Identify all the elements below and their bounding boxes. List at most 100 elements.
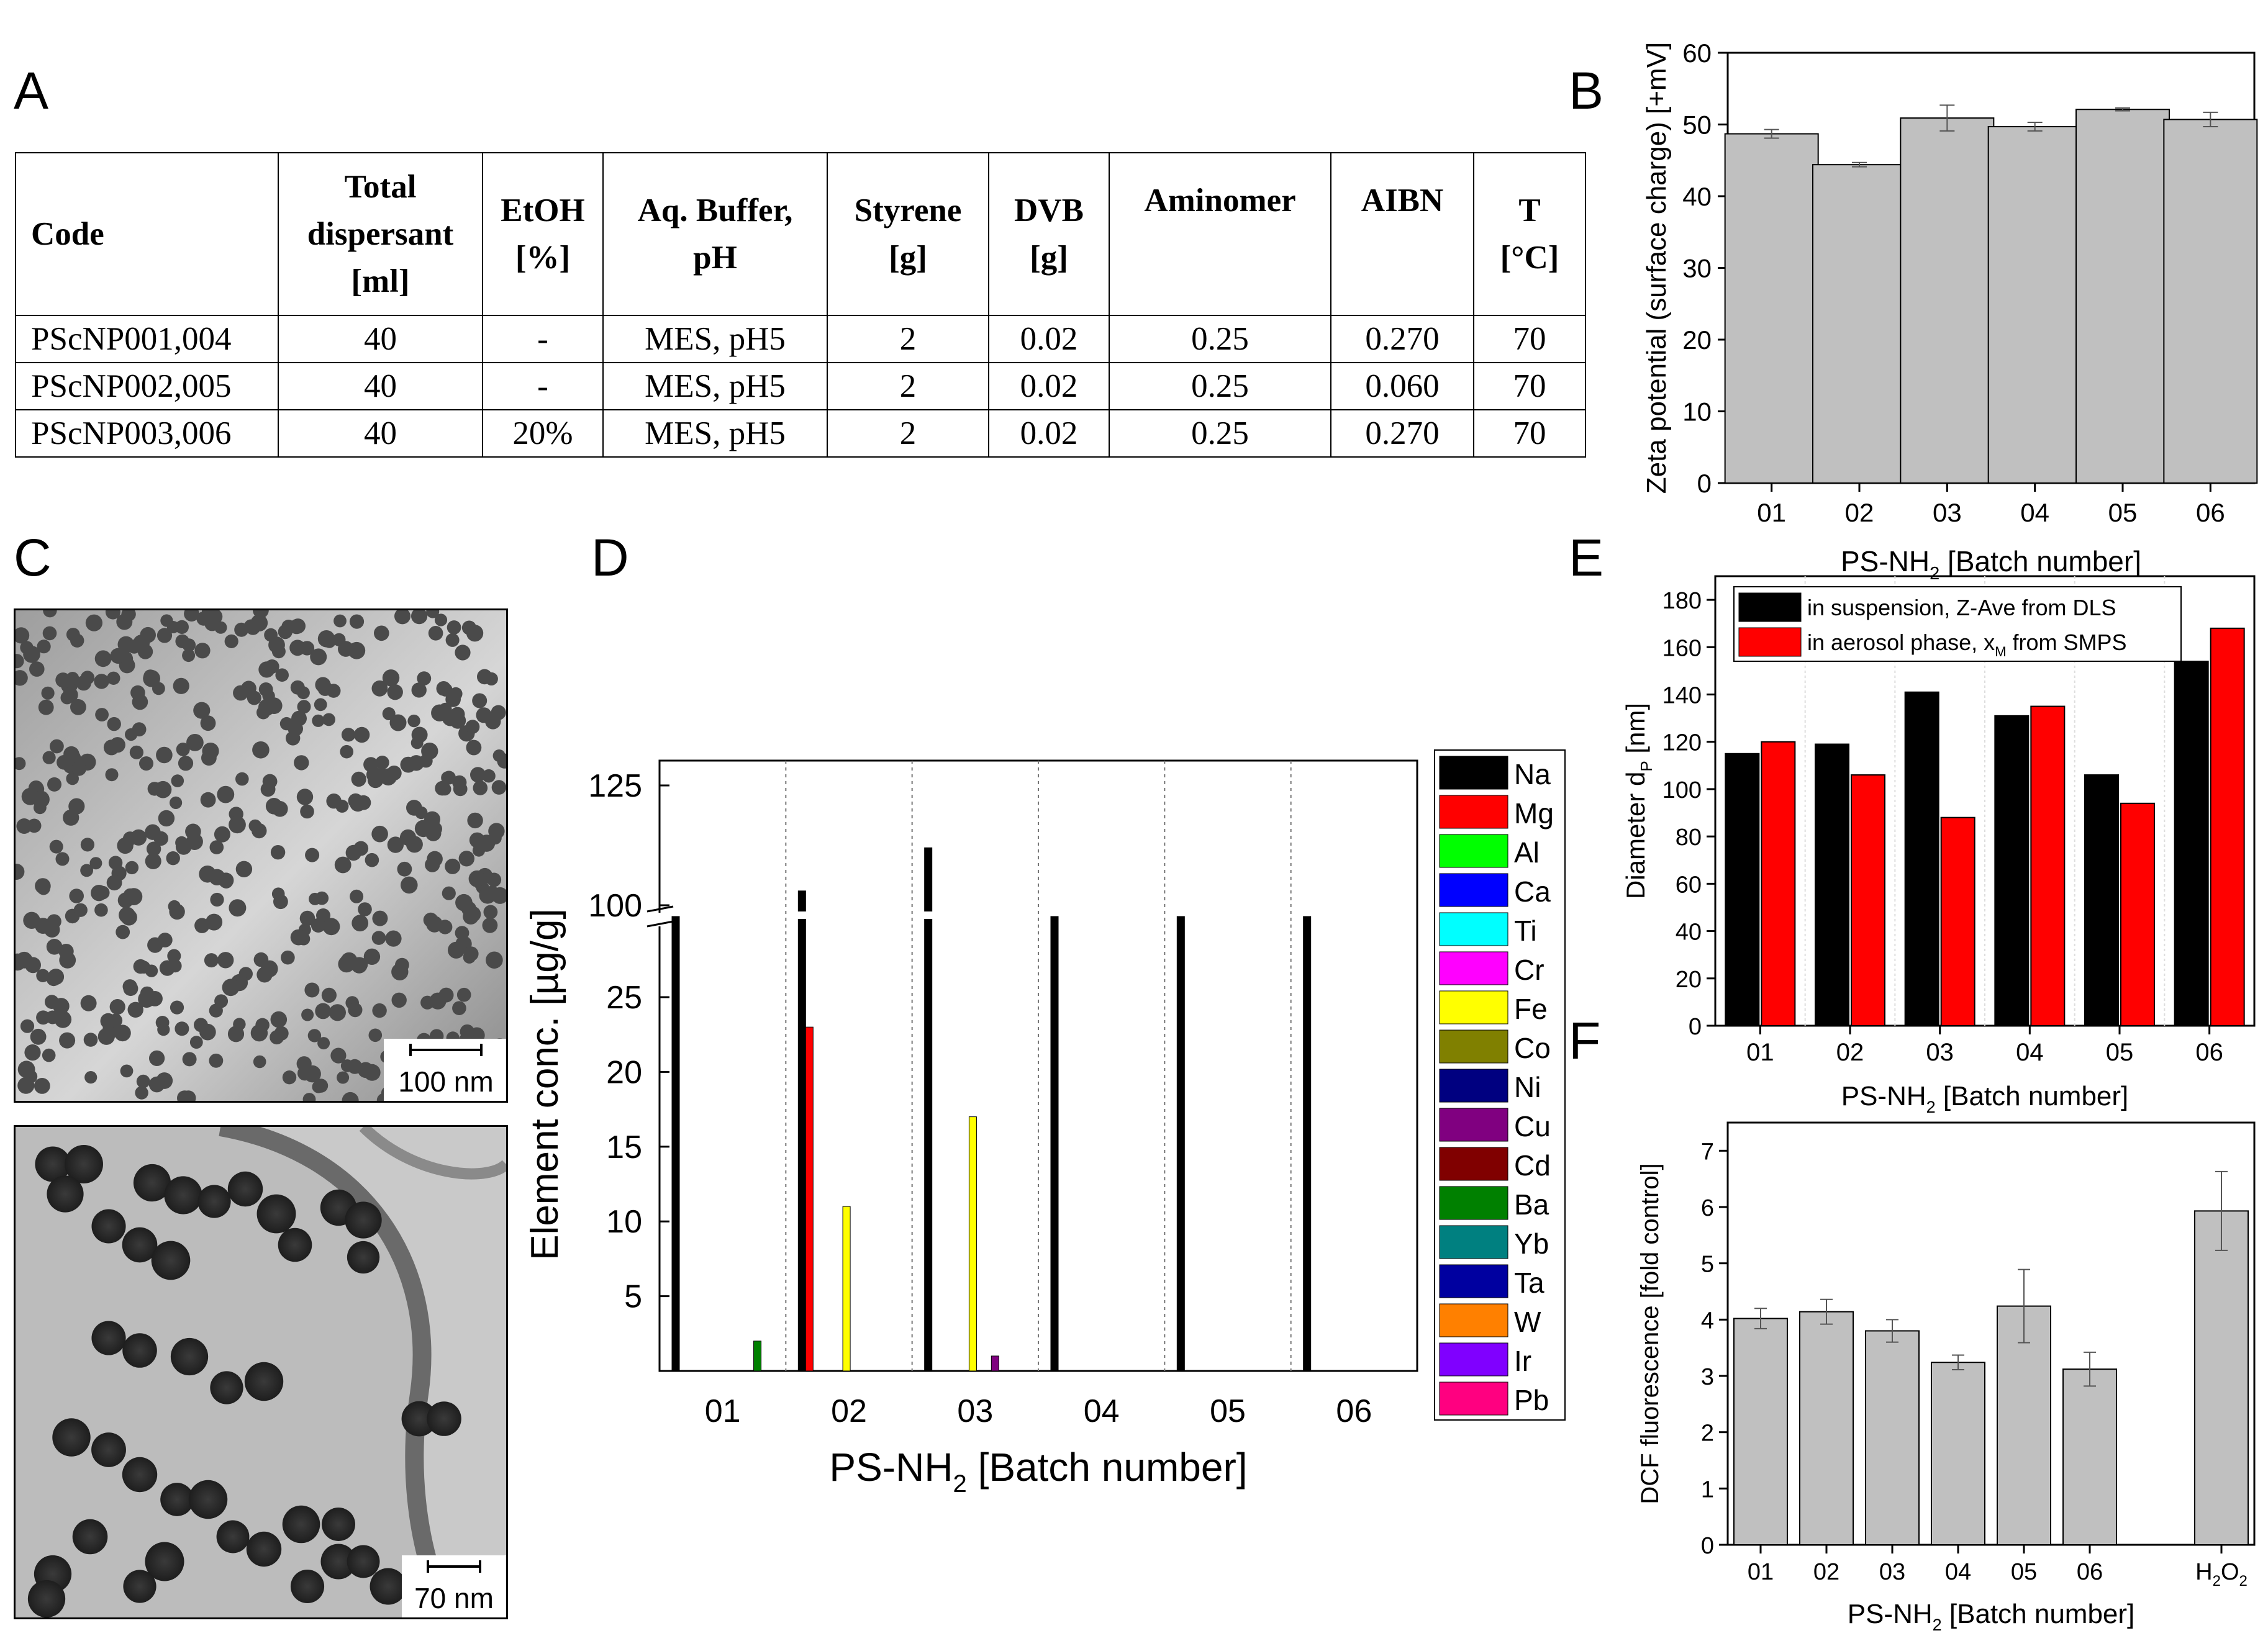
nanoparticle <box>290 680 305 695</box>
nanoparticle <box>370 1568 407 1605</box>
nanoparticle <box>69 889 84 903</box>
nanoparticle <box>406 836 423 853</box>
y-tick-label: 100 <box>1662 777 1702 803</box>
table-cell: 2 <box>827 315 989 363</box>
nanoparticle <box>401 1401 437 1437</box>
chart-zeta-potential: 0 10 20 30 40 50 60 01 02 03 04 05 06 PS-NH2 [Batch n… <box>1641 38 2258 584</box>
legend-label: Cr <box>1514 954 1545 986</box>
nanoparticle <box>35 1146 71 1182</box>
nanoparticle <box>250 614 268 631</box>
nanoparticle <box>145 964 158 977</box>
nanoparticle <box>170 1337 209 1376</box>
nanoparticle <box>347 1545 380 1578</box>
nanoparticle <box>256 967 273 983</box>
x-tick-label: 06 <box>2196 498 2225 527</box>
nanoparticle <box>159 960 175 976</box>
y-axis-label: DCF fluorescence [fold control] <box>1636 1163 1664 1504</box>
nanoparticle <box>16 818 32 834</box>
nanoparticle <box>425 825 442 841</box>
nanoparticle <box>253 1055 266 1069</box>
x-tick-label: 03 <box>1879 1559 1905 1585</box>
x-axis-label: PS-NH2 [Batch number] <box>1848 1599 2135 1634</box>
nanoparticle <box>91 1209 126 1244</box>
nanoparticle <box>94 674 109 689</box>
legend-swatch <box>1439 1147 1508 1181</box>
y-tick-label: 60 <box>1676 872 1702 898</box>
nanoparticle <box>32 790 50 808</box>
nanoparticle <box>80 864 93 877</box>
nanoparticle <box>452 1001 466 1015</box>
nanoparticle <box>175 620 189 634</box>
nanoparticle <box>456 987 471 1002</box>
nanoparticle <box>317 1037 330 1050</box>
nanoparticle <box>122 1227 158 1263</box>
nanoparticle <box>133 1164 171 1202</box>
x-tick-label: 03 <box>1926 1039 1954 1066</box>
nanoparticle <box>441 771 455 785</box>
nanoparticle <box>307 1029 322 1042</box>
nanoparticle <box>145 853 161 869</box>
legend-swatch <box>1439 1303 1508 1337</box>
nanoparticle <box>224 634 238 648</box>
legend-frame <box>1733 586 2182 662</box>
nanoparticle <box>37 640 51 654</box>
nanoparticle <box>322 918 340 936</box>
nanoparticle <box>352 915 369 932</box>
nanoparticle <box>312 714 325 727</box>
nanoparticle <box>314 1078 329 1093</box>
nanoparticle <box>132 722 147 737</box>
nanoparticle <box>281 950 295 965</box>
nanoparticle <box>45 1010 60 1024</box>
nanoparticle <box>209 1053 224 1068</box>
nanoparticle <box>154 780 172 798</box>
nanoparticle <box>333 614 347 628</box>
legend-swatch <box>1439 1264 1508 1298</box>
nanoparticle <box>326 794 342 809</box>
nanoparticle <box>46 971 61 987</box>
nanoparticle <box>474 836 490 852</box>
nanoparticle <box>66 772 79 785</box>
nanoparticle <box>299 910 315 926</box>
nanoparticle <box>297 1065 312 1081</box>
nanoparticle <box>143 669 160 687</box>
nanoparticle <box>321 987 337 1003</box>
nanoparticle <box>385 930 402 947</box>
table-cell: MES, pH5 <box>602 315 828 363</box>
nanoparticle <box>309 892 322 905</box>
y-tick-label: 5 <box>1701 1252 1714 1278</box>
y-tick-label: 0 <box>1689 1014 1702 1040</box>
y-tick-label: 180 <box>1662 588 1702 614</box>
nanoparticle <box>304 982 320 998</box>
nanoparticle <box>184 610 199 622</box>
nanoparticle <box>210 892 224 907</box>
nanoparticle <box>258 682 273 697</box>
y-tick-label: 3 <box>1701 1364 1714 1390</box>
nanoparticle <box>282 1505 320 1544</box>
y-tick-label: 0 <box>1701 1533 1714 1559</box>
lacey-carbon-edge <box>219 1127 459 1617</box>
nanoparticle <box>330 1047 347 1064</box>
nanoparticle <box>372 910 388 926</box>
nanoparticle <box>204 953 219 968</box>
nanoparticle <box>29 661 45 677</box>
bar-na <box>671 916 680 1372</box>
nanoparticle <box>348 641 366 659</box>
nanoparticle <box>120 909 137 926</box>
nanoparticle <box>290 929 307 946</box>
table-cell: - <box>482 362 604 410</box>
nanoparticle <box>95 708 109 721</box>
nanoparticle <box>89 857 102 870</box>
bar-break <box>797 911 807 919</box>
nanoparticle <box>386 766 402 781</box>
nanoparticle <box>16 757 26 771</box>
nanoparticle <box>311 918 326 933</box>
nanoparticle <box>80 671 95 685</box>
legend-label: in aerosol phase, xM from SMPS <box>1807 630 2127 659</box>
bar-fe <box>842 1206 851 1372</box>
nanoparticle <box>286 731 301 746</box>
nanoparticle <box>482 769 496 783</box>
nanoparticle <box>428 626 443 641</box>
nanoparticle <box>84 1071 98 1084</box>
x-tick-label: 06 <box>1336 1393 1372 1429</box>
legend-label: Co <box>1514 1032 1551 1064</box>
